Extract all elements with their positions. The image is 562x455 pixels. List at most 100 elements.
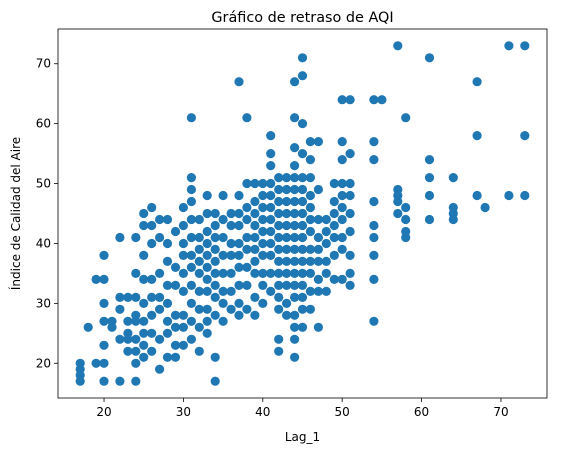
data-point — [369, 95, 379, 105]
data-point — [520, 41, 530, 51]
data-point — [186, 113, 196, 123]
data-point — [297, 280, 308, 290]
data-point — [393, 208, 403, 219]
data-point — [210, 310, 220, 320]
data-point — [297, 173, 308, 183]
data-point — [250, 178, 260, 189]
data-point — [329, 178, 339, 189]
data-point — [266, 250, 276, 260]
data-point — [290, 184, 300, 195]
data-point — [266, 226, 276, 237]
data-point — [290, 208, 300, 219]
data-point — [305, 190, 315, 201]
data-point — [250, 256, 260, 266]
data-point — [337, 202, 347, 213]
data-point — [290, 334, 300, 344]
y-tick-label: 30 — [36, 296, 51, 310]
data-point — [290, 292, 300, 302]
data-point — [282, 244, 292, 254]
data-point — [218, 250, 228, 260]
data-point — [186, 316, 196, 326]
data-point — [290, 196, 300, 207]
data-point — [186, 334, 196, 344]
data-point — [242, 304, 252, 314]
data-point — [147, 328, 157, 338]
data-point — [504, 41, 514, 51]
data-point — [162, 328, 173, 338]
data-point — [202, 238, 212, 249]
data-point — [250, 310, 260, 320]
data-point — [178, 340, 188, 350]
data-point — [210, 256, 220, 266]
data-point — [99, 358, 109, 368]
data-point — [210, 208, 220, 219]
data-point — [369, 250, 379, 260]
data-point — [266, 178, 276, 189]
data-point — [266, 214, 276, 225]
data-point — [226, 238, 236, 249]
data-point — [131, 346, 141, 356]
data-point — [194, 286, 204, 296]
data-point — [369, 274, 379, 284]
data-point — [202, 286, 212, 296]
data-point — [337, 95, 347, 105]
data-point — [123, 346, 133, 356]
data-point — [258, 178, 268, 189]
data-point — [297, 119, 308, 129]
data-point — [290, 352, 300, 362]
data-point — [210, 376, 220, 386]
data-point — [178, 220, 188, 231]
data-point — [321, 268, 331, 278]
data-point — [202, 226, 212, 237]
data-point — [210, 292, 220, 302]
data-point — [131, 334, 141, 344]
data-point — [170, 310, 181, 320]
data-point — [329, 196, 339, 207]
data-point — [305, 256, 315, 266]
data-point — [282, 208, 292, 219]
data-point — [202, 190, 212, 201]
data-point — [369, 232, 379, 243]
data-point — [480, 202, 490, 213]
data-point — [297, 322, 308, 332]
data-point — [131, 268, 141, 278]
data-point — [274, 304, 284, 314]
data-point — [162, 280, 173, 290]
data-point — [266, 131, 276, 141]
data-point — [337, 190, 347, 201]
data-point — [234, 250, 244, 260]
data-point — [290, 268, 300, 278]
data-point — [282, 196, 292, 207]
data-point — [258, 238, 268, 249]
data-point — [337, 178, 347, 189]
data-point — [520, 190, 530, 201]
data-point — [274, 256, 284, 266]
data-point — [242, 202, 252, 213]
data-point — [258, 298, 268, 308]
data-point — [202, 328, 212, 338]
data-point — [290, 322, 300, 332]
data-point — [274, 232, 284, 243]
data-point — [520, 131, 530, 141]
data-point — [401, 113, 411, 123]
data-point — [139, 220, 149, 231]
data-point — [282, 268, 292, 278]
data-point — [194, 304, 204, 314]
data-point — [147, 220, 157, 231]
data-point — [274, 346, 284, 356]
data-point — [297, 244, 308, 254]
data-point — [162, 316, 173, 326]
data-point — [202, 304, 212, 314]
data-point — [329, 274, 339, 284]
data-point — [266, 268, 276, 278]
data-point — [282, 256, 292, 266]
data-point — [369, 316, 379, 326]
data-point — [131, 232, 141, 243]
data-point — [274, 220, 284, 231]
data-point — [242, 262, 252, 272]
data-point — [266, 190, 276, 201]
data-point — [290, 232, 300, 243]
data-point — [305, 304, 315, 314]
data-point — [282, 184, 292, 195]
data-point — [131, 316, 141, 326]
